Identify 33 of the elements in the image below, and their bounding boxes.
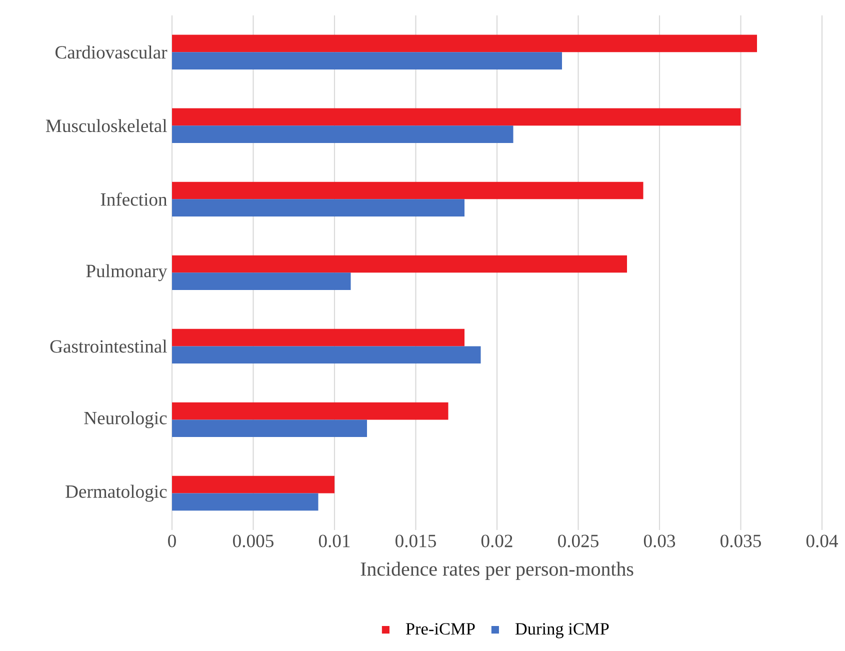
x-tick-label: 0.005: [233, 534, 274, 548]
bar: [172, 420, 367, 438]
y-tick-label: Neurologic: [84, 411, 167, 428]
bar: [172, 126, 514, 143]
x-axis-title: Incidence rates per person-months: [360, 562, 634, 580]
bar: [172, 255, 628, 273]
x-tick-label: 0.035: [720, 534, 761, 548]
bar: [172, 272, 351, 290]
x-tick-label: 0.03: [644, 534, 676, 548]
y-tick-label: Musculoskeletal: [46, 119, 167, 132]
bar: [172, 52, 562, 70]
x-tick-label: 0.01: [318, 534, 350, 548]
x-tick-label: 0: [168, 534, 176, 548]
bar: [172, 199, 464, 216]
bar: [172, 346, 481, 364]
y-tick-label: Infection: [100, 192, 168, 206]
bar: [172, 476, 334, 494]
y-tick-label: Gastrointestinal: [50, 340, 167, 353]
bar: [172, 34, 758, 52]
legend-label: During iCMP: [515, 623, 609, 638]
bar: [172, 108, 741, 126]
x-tick-label: 0.015: [396, 534, 436, 548]
x-tick-label: 0.02: [481, 534, 512, 548]
bar: [172, 402, 448, 420]
x-tick-label: 0.025: [558, 534, 598, 548]
y-tick-label: Pulmonary: [86, 264, 168, 282]
bar: [172, 182, 644, 200]
bar: [172, 328, 464, 346]
y-tick-label: Cardiovascular: [56, 46, 168, 59]
bar: [172, 493, 318, 511]
y-tick-label: Dermatologic: [66, 484, 167, 502]
legend-label: Pre-iCMP: [406, 623, 475, 635]
x-tick-label: 0.04: [806, 534, 838, 548]
